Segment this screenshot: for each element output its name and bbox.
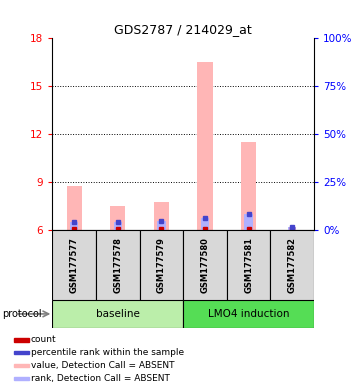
Bar [114, 222, 122, 230]
Text: percentile rank within the sample: percentile rank within the sample [31, 348, 184, 358]
Text: LMO4 induction: LMO4 induction [208, 309, 290, 319]
Bar [154, 202, 169, 230]
Bar [288, 227, 296, 230]
Text: GSM177582: GSM177582 [288, 237, 297, 293]
Text: protocol: protocol [2, 309, 42, 319]
Bar [96, 230, 140, 300]
Bar [201, 218, 209, 230]
Bar [140, 230, 183, 300]
Text: GSM177581: GSM177581 [244, 237, 253, 293]
Text: GSM177577: GSM177577 [70, 237, 79, 293]
Bar [52, 230, 96, 300]
Text: value, Detection Call = ABSENT: value, Detection Call = ABSENT [31, 361, 174, 370]
Text: GSM177578: GSM177578 [113, 237, 122, 293]
Text: GSM177579: GSM177579 [157, 237, 166, 293]
Bar [270, 230, 314, 300]
Bar [183, 300, 314, 328]
Text: baseline: baseline [96, 309, 140, 319]
Bar [244, 214, 253, 230]
Bar [183, 230, 227, 300]
Text: GSM177580: GSM177580 [200, 237, 209, 293]
Bar [157, 221, 166, 230]
Bar [66, 185, 82, 230]
Bar [52, 300, 183, 328]
Text: rank, Detection Call = ABSENT: rank, Detection Call = ABSENT [31, 374, 170, 383]
Bar [227, 230, 270, 300]
Bar [14, 338, 29, 341]
Title: GDS2787 / 214029_at: GDS2787 / 214029_at [114, 23, 252, 36]
Bar [241, 142, 256, 230]
Bar [70, 222, 78, 230]
Bar [110, 207, 125, 230]
Bar [14, 351, 29, 354]
Bar [14, 364, 29, 367]
Text: count: count [31, 335, 56, 344]
Bar [197, 62, 213, 230]
Bar [14, 377, 29, 380]
